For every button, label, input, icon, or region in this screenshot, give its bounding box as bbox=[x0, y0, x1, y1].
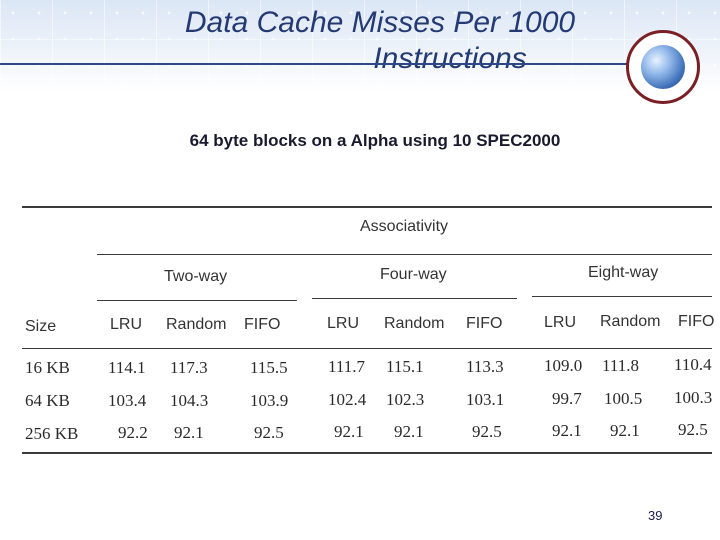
group-rule-four-way bbox=[312, 298, 517, 299]
table-cell: 92.5 bbox=[678, 420, 708, 439]
globe-logo bbox=[626, 30, 700, 104]
policy-header: FIFO bbox=[244, 316, 281, 333]
group-header-eight-way: Eight-way bbox=[588, 264, 659, 281]
table-cell: 99.7 bbox=[552, 389, 582, 408]
table-cell: 115.5 bbox=[250, 358, 288, 377]
table-cell: 92.5 bbox=[472, 422, 502, 441]
associativity-header: Associativity bbox=[360, 218, 449, 235]
table-cell: 100.3 bbox=[674, 388, 713, 407]
table-cell: 100.5 bbox=[604, 389, 643, 408]
table-cell: 102.4 bbox=[328, 390, 367, 409]
table-cell: 92.1 bbox=[394, 422, 424, 441]
page-number: 39 bbox=[648, 508, 663, 523]
policy-header: Random bbox=[600, 313, 661, 330]
policy-header: FIFO bbox=[678, 313, 715, 330]
table-cell: 111.8 bbox=[602, 356, 639, 375]
banner-dot-pattern bbox=[0, 0, 720, 92]
size-cell: 64 KB bbox=[25, 391, 70, 410]
size-cell: 256 KB bbox=[25, 424, 79, 443]
table-cell: 111.7 bbox=[328, 357, 365, 376]
table-bottom-rule bbox=[22, 452, 712, 454]
associativity-rule bbox=[97, 254, 712, 255]
policy-header: Random bbox=[166, 316, 227, 333]
table-cell: 92.5 bbox=[254, 423, 284, 442]
policy-header: LRU bbox=[110, 316, 143, 333]
table-cell: 110.4 bbox=[674, 355, 712, 374]
table-cell: 109.0 bbox=[544, 356, 583, 375]
size-cell: 16 KB bbox=[25, 358, 70, 377]
table-cell: 115.1 bbox=[386, 357, 424, 376]
table-cell: 92.1 bbox=[174, 423, 204, 442]
table-image: Associativity Two-way Four-way Eight-way… bbox=[22, 178, 715, 468]
header-bottom-rule bbox=[22, 348, 712, 349]
table-cell: 102.3 bbox=[386, 390, 425, 409]
policy-header: Random bbox=[384, 315, 445, 332]
group-rule-eight-way bbox=[532, 296, 712, 297]
table-cell: 92.2 bbox=[118, 423, 148, 442]
table-cell: 117.3 bbox=[170, 358, 208, 377]
table-cell: 92.1 bbox=[334, 422, 364, 441]
group-rule-two-way bbox=[97, 300, 297, 301]
globe-icon bbox=[641, 45, 685, 89]
group-header-two-way: Two-way bbox=[164, 268, 228, 285]
title-banner: Data Cache Misses Per 1000 Instructions bbox=[0, 0, 720, 92]
size-column-header: Size bbox=[25, 318, 57, 335]
table-cell: 113.3 bbox=[466, 357, 504, 376]
group-header-four-way: Four-way bbox=[380, 266, 447, 283]
table-top-rule bbox=[22, 206, 712, 208]
table-cell: 104.3 bbox=[170, 391, 209, 410]
slide-title-line-1: Data Cache Misses Per 1000 bbox=[184, 6, 576, 39]
table-cell: 103.9 bbox=[250, 391, 289, 410]
policy-header: LRU bbox=[327, 315, 360, 332]
title-rule bbox=[0, 63, 630, 65]
table-cell: 92.1 bbox=[552, 421, 582, 440]
table-cell: 114.1 bbox=[108, 358, 146, 377]
table-cell: 92.1 bbox=[610, 421, 640, 440]
table-cell: 103.4 bbox=[108, 391, 147, 410]
table-cell: 103.1 bbox=[466, 390, 505, 409]
slide-title-line-2: Instructions bbox=[373, 42, 527, 70]
policy-header: FIFO bbox=[466, 315, 503, 332]
slide-subtitle: 64 byte blocks on a Alpha using 10 SPEC2… bbox=[189, 131, 561, 150]
policy-header: LRU bbox=[544, 314, 577, 331]
